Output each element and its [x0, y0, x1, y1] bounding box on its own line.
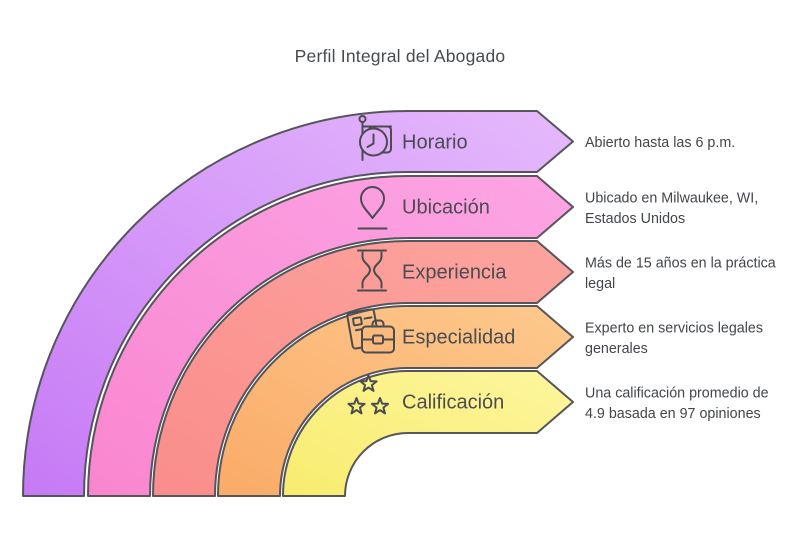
band-label: Horario — [402, 132, 468, 154]
band-description-line: generales — [585, 341, 648, 357]
band-description-line: Experto en servicios legales — [585, 321, 763, 337]
stars-icon — [347, 374, 390, 415]
band-especialidad-shape — [217, 305, 574, 497]
band-description-line: 4.9 basada en 97 opiniones — [585, 406, 761, 422]
page-title: Perfil Integral del Abogado — [295, 46, 506, 66]
band-label: Especialidad — [402, 327, 515, 349]
band-description-line: legal — [585, 276, 615, 292]
briefcase-documents-icon — [346, 308, 395, 354]
band-horario: Horario Abierto hasta las 6 p.m. — [22, 110, 735, 497]
band-description-line: Estados Unidos — [585, 211, 685, 227]
band-ubicacion: Ubicación Ubicado en Milwaukee, WI, Esta… — [87, 175, 758, 497]
band-calificacion: Calificación Una calificación promedio d… — [282, 370, 769, 497]
street-clock-icon — [358, 115, 392, 161]
band-horario-shape — [22, 110, 574, 497]
hourglass-icon — [357, 249, 387, 292]
band-description-line: Una calificación promedio de — [585, 386, 769, 402]
band-label: Calificación — [402, 392, 504, 414]
map-pin-icon — [357, 186, 388, 230]
band-experiencia: Experiencia Más de 15 años en la práctic… — [152, 240, 776, 497]
band-description-line: Abierto hasta las 6 p.m. — [585, 135, 735, 151]
band-especialidad: Especialidad Experto en servicios legale… — [217, 305, 763, 497]
band-description-line: Más de 15 años en la práctica — [585, 256, 776, 272]
band-experiencia-shape — [152, 240, 574, 497]
band-label: Experiencia — [402, 262, 507, 284]
band-label: Ubicación — [402, 197, 490, 219]
band-ubicacion-shape — [87, 175, 574, 497]
band-description-line: Ubicado en Milwaukee, WI, — [585, 191, 758, 207]
